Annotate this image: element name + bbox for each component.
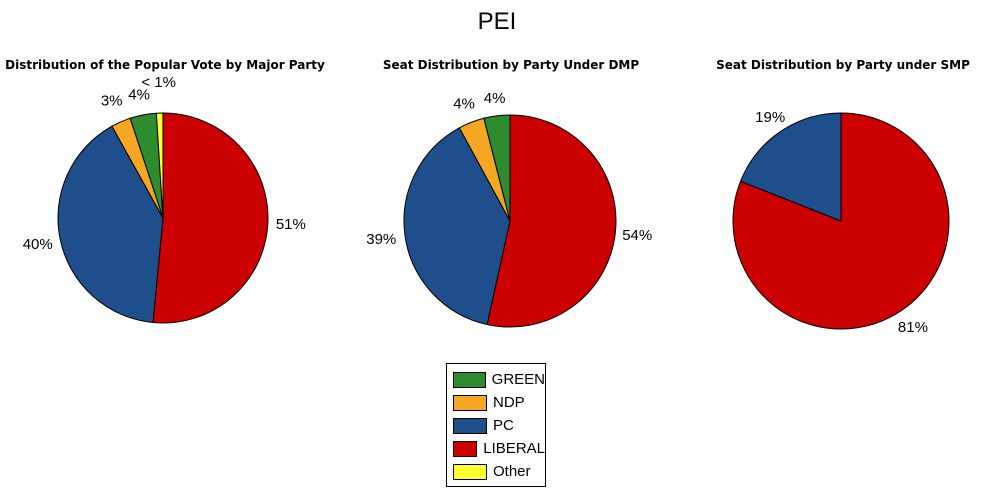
legend-swatch-ndp	[453, 394, 487, 411]
pie-3-label-pc: 19%	[755, 109, 785, 126]
pie-1-label-other: < 1%	[141, 74, 176, 91]
pie-3-label-liberal: 81%	[898, 319, 928, 336]
pie-3-slice-pc	[739, 112, 842, 222]
legend-item-liberal: LIBERAL	[453, 437, 545, 460]
legend-swatch-pc	[453, 417, 487, 434]
legend-item-pc: PC	[453, 414, 545, 437]
pie-2-label-ndp: 4%	[453, 96, 475, 113]
legend-item-green: GREEN	[453, 368, 545, 391]
legend-label-other: Other	[493, 463, 531, 480]
legend-label-pc: PC	[493, 417, 514, 434]
pie-2-slice-liberal	[486, 114, 617, 328]
pie-1-slice-pc	[57, 125, 164, 324]
pie-1-title: Distribution of the Popular Vote by Majo…	[5, 58, 325, 72]
legend-swatch-liberal	[453, 440, 478, 457]
legend-item-other: Other	[453, 460, 545, 483]
pie-1-label-ndp: 3%	[101, 93, 123, 110]
legend: GREEN NDP PC LIBERAL Other	[446, 363, 546, 487]
pie-2-label-pc: 39%	[366, 231, 396, 248]
pie-1-label-green: 4%	[128, 86, 150, 103]
pie-2-label-liberal: 54%	[622, 227, 652, 244]
pie-2-slice-green	[483, 114, 511, 222]
pie-1-slice-other	[155, 112, 164, 219]
legend-label-green: GREEN	[491, 371, 545, 388]
legend-label-ndp: NDP	[493, 394, 525, 411]
pie-1-label-liberal: 51%	[276, 216, 306, 233]
chart-title: PEI	[477, 8, 517, 35]
pie-2-title: Seat Distribution by Party Under DMP	[382, 58, 640, 72]
pie-1-slice-liberal	[152, 112, 269, 324]
legend-item-ndp: NDP	[453, 391, 545, 414]
legend-label-liberal: LIBERAL	[483, 440, 545, 457]
pie-1-label-pc: 40%	[23, 236, 53, 253]
legend-swatch-green	[453, 371, 486, 388]
pie-2-slice-pc	[403, 127, 511, 326]
legend-swatch-other	[453, 463, 487, 480]
pie-3-title: Seat Distribution by Party under SMP	[716, 58, 970, 72]
pie-2-label-green: 4%	[484, 90, 506, 107]
